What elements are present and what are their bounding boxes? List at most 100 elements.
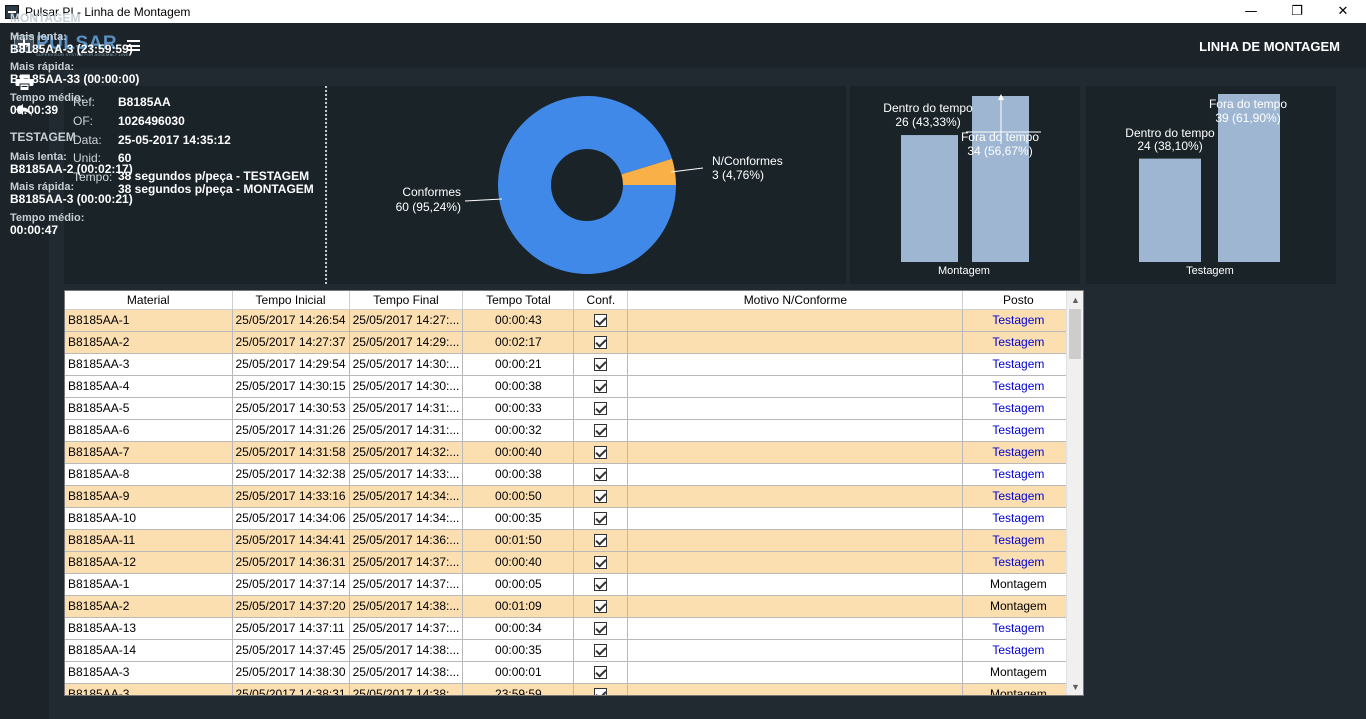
table-row[interactable]: B8185AA-3 25/05/2017 14:38:30 25/05/2017 1… — [65, 661, 1075, 684]
col-tempo-total[interactable]: Tempo Total — [462, 291, 575, 310]
col-motivo[interactable]: Motivo N/Conforme — [627, 291, 964, 310]
cell-tempo-inicial[interactable]: 25/05/2017 14:34:06 — [232, 507, 350, 530]
cell-tempo-final[interactable]: 25/05/2017 14:30:... — [349, 353, 464, 376]
table-row[interactable]: B8185AA-9 25/05/2017 14:33:16 25/05/2017 1… — [65, 485, 1075, 508]
table-row[interactable]: B8185AA-7 25/05/2017 14:31:58 25/05/2017 1… — [65, 441, 1075, 464]
cell-posto[interactable]: Testagem — [962, 507, 1075, 530]
table-row[interactable]: B8185AA-4 25/05/2017 14:30:15 25/05/2017 1… — [65, 375, 1075, 398]
conf-checkbox[interactable] — [594, 358, 608, 372]
cell-conf[interactable] — [573, 353, 629, 376]
cell-posto[interactable]: Testagem — [962, 441, 1075, 464]
conf-checkbox[interactable] — [594, 490, 608, 504]
cell-material[interactable]: B8185AA-14 — [65, 639, 233, 662]
conf-checkbox[interactable] — [594, 512, 608, 526]
conf-checkbox[interactable] — [594, 666, 608, 680]
table-row[interactable]: B8185AA-8 25/05/2017 14:32:38 25/05/2017 1… — [65, 463, 1075, 486]
cell-tempo-final[interactable]: 25/05/2017 14:31:... — [349, 419, 464, 442]
table-row[interactable]: B8185AA-6 25/05/2017 14:31:26 25/05/2017 1… — [65, 419, 1075, 442]
conf-checkbox[interactable] — [594, 644, 608, 658]
cell-motivo[interactable] — [627, 617, 964, 640]
cell-motivo[interactable] — [627, 375, 964, 398]
cell-tempo-final[interactable]: 25/05/2017 14:37:... — [349, 551, 464, 574]
col-tempo-inicial[interactable]: Tempo Inicial — [232, 291, 350, 310]
cell-posto[interactable]: Testagem — [962, 419, 1075, 442]
cell-material[interactable]: B8185AA-5 — [65, 397, 233, 420]
col-material[interactable]: Material — [65, 291, 233, 310]
cell-motivo[interactable] — [627, 353, 964, 376]
cell-motivo[interactable] — [627, 419, 964, 442]
cell-material[interactable]: B8185AA-1 — [65, 573, 233, 596]
cell-material[interactable]: B8185AA-13 — [65, 617, 233, 640]
conf-checkbox[interactable] — [594, 534, 608, 548]
cell-tempo-total[interactable]: 00:01:50 — [462, 529, 575, 552]
cell-tempo-inicial[interactable]: 25/05/2017 14:26:54 — [232, 309, 350, 332]
conf-checkbox[interactable] — [594, 600, 608, 614]
cell-posto[interactable]: Montagem — [962, 661, 1075, 684]
table-row[interactable]: B8185AA-12 25/05/2017 14:36:31 25/05/2017 … — [65, 551, 1075, 574]
cell-tempo-final[interactable]: 25/05/2017 14:30:... — [349, 375, 464, 398]
table-row[interactable]: B8185AA-13 25/05/2017 14:37:11 25/05/2017 … — [65, 617, 1075, 640]
cell-tempo-final[interactable]: 25/05/2017 14:33:... — [349, 463, 464, 486]
cell-tempo-final[interactable]: 25/05/2017 14:38:... — [349, 661, 464, 684]
table-row[interactable]: B8185AA-14 25/05/2017 14:37:45 25/05/2017 … — [65, 639, 1075, 662]
conf-checkbox[interactable] — [594, 424, 608, 438]
conf-checkbox[interactable] — [594, 380, 608, 394]
cell-posto[interactable]: Testagem — [962, 551, 1075, 574]
cell-posto[interactable]: Testagem — [962, 353, 1075, 376]
cell-material[interactable]: B8185AA-2 — [65, 331, 233, 354]
table-scrollbar[interactable]: ▲ ▼ — [1066, 291, 1083, 695]
cell-motivo[interactable] — [627, 595, 964, 618]
cell-tempo-inicial[interactable]: 25/05/2017 14:38:30 — [232, 661, 350, 684]
cell-tempo-final[interactable]: 25/05/2017 14:32:... — [349, 441, 464, 464]
cell-material[interactable]: B8185AA-8 — [65, 463, 233, 486]
close-button[interactable]: ✕ — [1337, 4, 1349, 19]
cell-tempo-final[interactable]: 25/05/2017 14:37:... — [349, 573, 464, 596]
cell-conf[interactable] — [573, 309, 629, 332]
cell-tempo-inicial[interactable]: 25/05/2017 14:34:41 — [232, 529, 350, 552]
cell-material[interactable]: B8185AA-12 — [65, 551, 233, 574]
cell-posto[interactable]: Montagem — [962, 683, 1075, 695]
conf-checkbox[interactable] — [594, 314, 608, 328]
cell-material[interactable]: B8185AA-11 — [65, 529, 233, 552]
cell-material[interactable]: B8185AA-6 — [65, 419, 233, 442]
table-row[interactable]: B8185AA-1 25/05/2017 14:37:14 25/05/2017 1… — [65, 573, 1075, 596]
cell-material[interactable]: B8185AA-7 — [65, 441, 233, 464]
conf-checkbox[interactable] — [594, 402, 608, 416]
table-row[interactable]: B8185AA-1 25/05/2017 14:26:54 25/05/2017 1… — [65, 309, 1075, 332]
cell-material[interactable]: B8185AA-3 — [65, 683, 233, 695]
cell-tempo-total[interactable]: 00:00:33 — [462, 397, 575, 420]
cell-motivo[interactable] — [627, 397, 964, 420]
cell-tempo-total[interactable]: 23:59:59 — [462, 683, 575, 695]
cell-tempo-inicial[interactable]: 25/05/2017 14:38:31 — [232, 683, 350, 695]
cell-tempo-inicial[interactable]: 25/05/2017 14:30:15 — [232, 375, 350, 398]
cell-tempo-inicial[interactable]: 25/05/2017 14:37:45 — [232, 639, 350, 662]
cell-motivo[interactable] — [627, 463, 964, 486]
cell-conf[interactable] — [573, 331, 629, 354]
conf-checkbox[interactable] — [594, 468, 608, 482]
cell-conf[interactable] — [573, 529, 629, 552]
cell-motivo[interactable] — [627, 661, 964, 684]
col-posto[interactable]: Posto — [962, 291, 1075, 310]
cell-tempo-total[interactable]: 00:01:09 — [462, 595, 575, 618]
cell-conf[interactable] — [573, 551, 629, 574]
cell-tempo-inicial[interactable]: 25/05/2017 14:37:14 — [232, 573, 350, 596]
cell-conf[interactable] — [573, 485, 629, 508]
cell-conf[interactable] — [573, 397, 629, 420]
menu-icon[interactable] — [127, 40, 140, 51]
cell-posto[interactable]: Testagem — [962, 529, 1075, 552]
cell-tempo-total[interactable]: 00:00:43 — [462, 309, 575, 332]
table-row[interactable]: B8185AA-2 25/05/2017 14:27:37 25/05/2017 1… — [65, 331, 1075, 354]
cell-tempo-inicial[interactable]: 25/05/2017 14:27:37 — [232, 331, 350, 354]
cell-tempo-final[interactable]: 25/05/2017 14:27:... — [349, 309, 464, 332]
cell-conf[interactable] — [573, 441, 629, 464]
cell-tempo-total[interactable]: 00:00:34 — [462, 617, 575, 640]
conf-checkbox[interactable] — [594, 336, 608, 350]
cell-tempo-inicial[interactable]: 25/05/2017 14:36:31 — [232, 551, 350, 574]
cell-conf[interactable] — [573, 463, 629, 486]
cell-tempo-inicial[interactable]: 25/05/2017 14:33:16 — [232, 485, 350, 508]
cell-posto[interactable]: Testagem — [962, 375, 1075, 398]
cell-tempo-inicial[interactable]: 25/05/2017 14:31:58 — [232, 441, 350, 464]
cell-posto[interactable]: Montagem — [962, 595, 1075, 618]
cell-motivo[interactable] — [627, 331, 964, 354]
cell-tempo-total[interactable]: 00:00:38 — [462, 463, 575, 486]
